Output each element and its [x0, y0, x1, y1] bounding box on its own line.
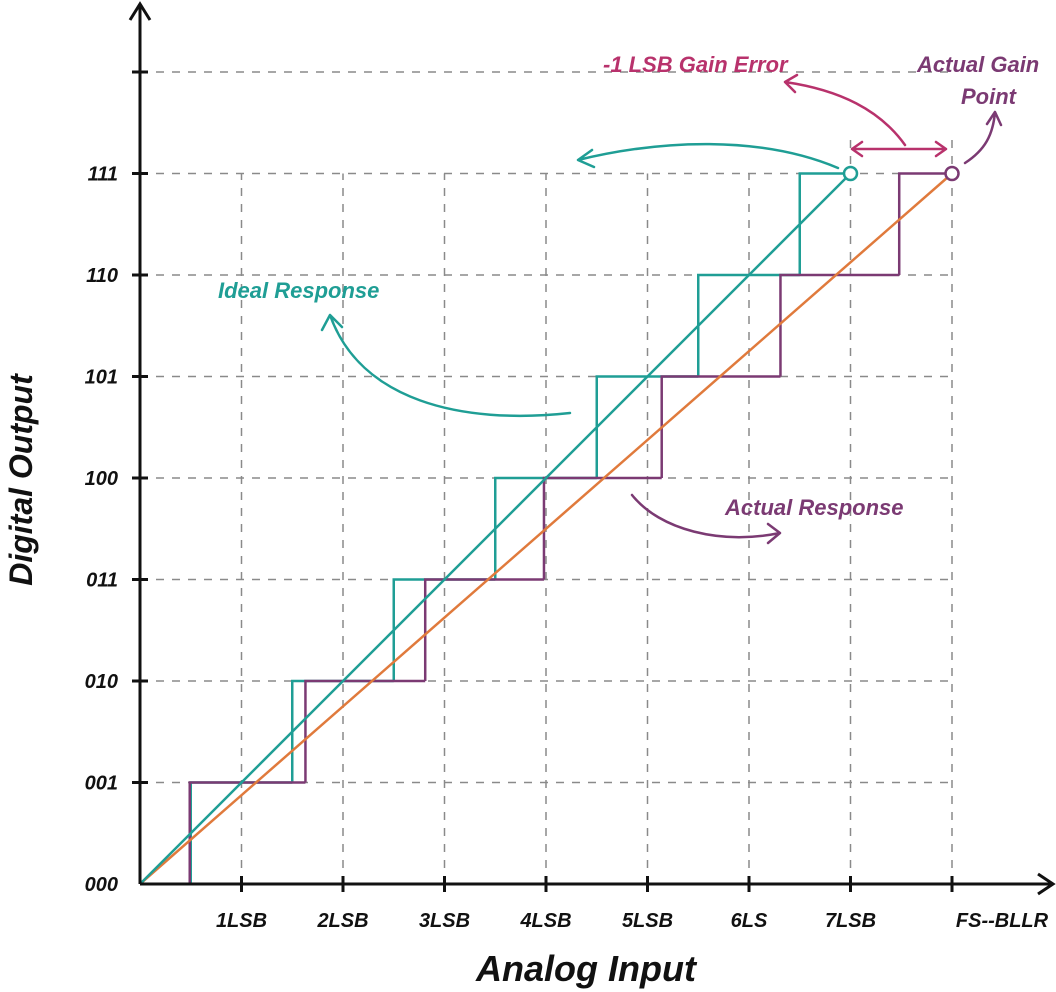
- x-tick-label: 7LSB: [825, 910, 876, 932]
- y-tick-label: 011: [86, 570, 118, 592]
- axes: [128, 1, 1056, 896]
- y-tick-label: 010: [85, 671, 118, 693]
- y-tick-label: 000: [85, 874, 118, 896]
- gain-error-label: -1 LSB Gain Error: [603, 52, 789, 77]
- gain-point-arrow: [963, 110, 1003, 165]
- y-axis: [128, 1, 152, 884]
- gain-point-label-1: Actual Gain: [916, 52, 1039, 77]
- y-tick-label: 111: [88, 164, 118, 186]
- actual-arrow: [630, 493, 782, 545]
- x-tick-label: 4LSB: [519, 910, 571, 932]
- actual-response-label: Actual Response: [724, 495, 904, 520]
- gridlines: [140, 71, 953, 884]
- ideal-response-line: [139, 172, 852, 885]
- x-tick-label: 1LSB: [216, 910, 267, 932]
- tick-labels: 1LSB 2LSB 3LSB 4LSB 5LSB 6LS 7LSB FS--BLLR 000 00…: [85, 164, 1049, 933]
- x-axis-label: Analog Input: [475, 948, 698, 989]
- x-tick-label: 2LSB: [316, 910, 368, 932]
- ideal-arrow: [320, 313, 572, 418]
- staircases: [139, 165, 960, 885]
- actual-staircase: [188, 172, 952, 884]
- gain-error-arrow: [783, 73, 907, 147]
- annotation-arrows: [320, 73, 1003, 545]
- actual-response-line: [139, 172, 953, 885]
- x-tick-label: 5LSB: [622, 910, 673, 932]
- x-axis: [140, 872, 1056, 896]
- y-axis-label: Digital Output: [3, 373, 39, 586]
- x-tick-label: 6LS: [731, 910, 768, 932]
- x-tick-label: FS--BLLR: [956, 910, 1049, 932]
- y-tick-label: 101: [85, 367, 118, 389]
- ideal-response-label: Ideal Response: [218, 278, 379, 303]
- y-tick-label: 001: [85, 773, 118, 795]
- ideal-endpoint-arrow: [576, 142, 840, 170]
- gain-error-span-arrow: [850, 140, 948, 158]
- x-tick-label: 3LSB: [419, 910, 470, 932]
- gain-point-label-2: Point: [961, 84, 1018, 109]
- y-tick-label: 110: [86, 265, 118, 287]
- actual-gain-point: [944, 165, 960, 182]
- y-tick-label: 100: [85, 468, 118, 490]
- ideal-gain-point: [842, 165, 859, 182]
